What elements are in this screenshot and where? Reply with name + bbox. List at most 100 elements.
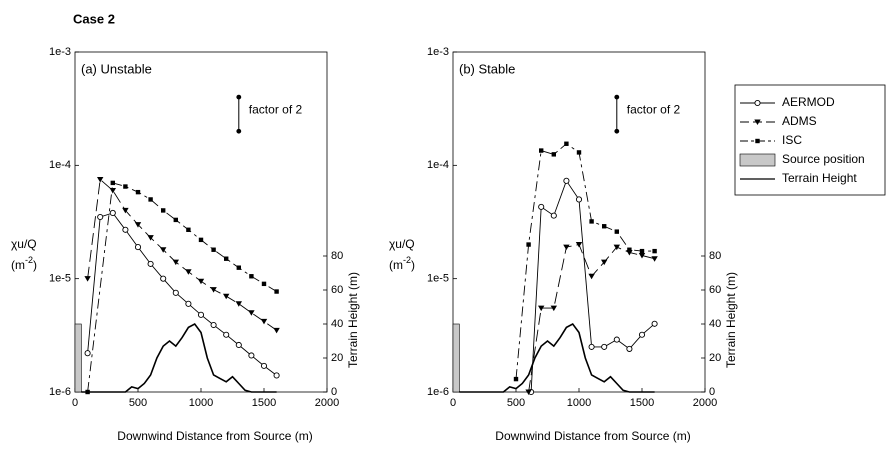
y2-tick-label: 20 bbox=[331, 352, 343, 364]
marker bbox=[210, 287, 217, 293]
marker bbox=[97, 213, 104, 221]
marker bbox=[575, 196, 583, 203]
marker bbox=[601, 259, 608, 266]
marker bbox=[109, 187, 116, 194]
y2-tick-label: 80 bbox=[331, 250, 343, 262]
y2-axis-label: Terrain Height (m) bbox=[346, 272, 360, 368]
marker bbox=[161, 208, 166, 213]
marker bbox=[260, 318, 268, 325]
annotation: factor of 2 bbox=[627, 102, 681, 116]
y-tick-label: 1e-3 bbox=[49, 46, 71, 58]
x-tick-label: 2000 bbox=[315, 397, 339, 409]
figure-title: Case 2 bbox=[73, 11, 115, 26]
marker bbox=[602, 224, 607, 229]
y2-tick-label: 20 bbox=[709, 352, 721, 364]
marker bbox=[638, 253, 646, 259]
marker bbox=[260, 362, 268, 369]
marker bbox=[97, 176, 104, 183]
y-axis-unit-exp: -2 bbox=[25, 255, 33, 265]
factor-dot bbox=[614, 94, 620, 100]
marker bbox=[564, 141, 569, 146]
marker bbox=[122, 226, 129, 233]
marker bbox=[185, 300, 192, 307]
marker bbox=[210, 321, 217, 329]
x-axis-label: Downwind Distance from Source (m) bbox=[117, 429, 312, 443]
y2-tick-label: 40 bbox=[331, 318, 343, 330]
source-bar bbox=[452, 323, 460, 393]
y-tick-label: 1e-5 bbox=[49, 273, 71, 285]
legend-label: AERMOD bbox=[782, 95, 835, 109]
y-axis-label: χu/Q bbox=[389, 237, 415, 251]
marker bbox=[261, 281, 267, 287]
marker bbox=[248, 310, 255, 316]
marker bbox=[588, 273, 595, 280]
marker bbox=[84, 276, 91, 282]
marker bbox=[575, 242, 583, 248]
y-axis-unit: (m-2) bbox=[389, 255, 415, 272]
marker bbox=[526, 242, 531, 247]
marker bbox=[147, 260, 154, 267]
marker bbox=[134, 244, 142, 251]
legend-swatch bbox=[739, 153, 776, 167]
marker bbox=[109, 209, 116, 217]
y-tick-label: 1e-5 bbox=[427, 273, 449, 285]
y-axis-unit-exp: -2 bbox=[403, 255, 411, 265]
marker bbox=[172, 259, 179, 266]
x-tick-label: 1500 bbox=[630, 397, 654, 409]
marker bbox=[211, 247, 216, 252]
marker bbox=[755, 138, 760, 144]
marker bbox=[754, 99, 761, 107]
marker bbox=[122, 207, 129, 214]
marker bbox=[223, 331, 230, 338]
marker bbox=[235, 341, 242, 349]
y-tick-label: 1e-6 bbox=[49, 386, 71, 398]
marker bbox=[147, 235, 154, 241]
x-tick-label: 500 bbox=[129, 397, 147, 409]
marker bbox=[236, 265, 241, 270]
marker bbox=[160, 247, 167, 253]
marker bbox=[551, 152, 556, 157]
marker bbox=[172, 289, 179, 296]
y-axis-unit-part: ) bbox=[411, 258, 415, 272]
legend-label: Terrain Height bbox=[782, 171, 857, 185]
x-axis-label: Downwind Distance from Source (m) bbox=[495, 429, 690, 443]
marker bbox=[538, 203, 545, 210]
marker bbox=[754, 119, 761, 125]
marker bbox=[651, 256, 658, 262]
marker bbox=[539, 148, 544, 153]
legend-label: ADMS bbox=[782, 114, 817, 128]
terrain-line bbox=[81, 322, 277, 393]
series-line bbox=[515, 143, 655, 380]
marker bbox=[613, 336, 620, 343]
annotation: factor of 2 bbox=[249, 102, 303, 116]
y2-tick-label: 40 bbox=[709, 318, 721, 330]
marker bbox=[626, 345, 633, 352]
marker bbox=[84, 350, 91, 357]
marker bbox=[563, 177, 570, 184]
y-axis-unit-part: (m bbox=[389, 258, 403, 272]
factor-dot bbox=[236, 128, 242, 134]
y2-axis-label: Terrain Height (m) bbox=[724, 272, 738, 368]
marker bbox=[576, 150, 582, 155]
y-axis-unit-part: ) bbox=[33, 258, 37, 272]
y-axis-unit-part: (m bbox=[11, 258, 25, 272]
marker bbox=[525, 389, 532, 395]
y2-tick-label: 0 bbox=[709, 386, 715, 398]
x-tick-label: 0 bbox=[450, 397, 456, 409]
marker bbox=[134, 222, 142, 228]
y-axis-label: χu/Q bbox=[11, 237, 37, 251]
marker bbox=[538, 305, 545, 312]
marker bbox=[550, 212, 557, 219]
marker bbox=[249, 274, 254, 279]
marker bbox=[638, 331, 646, 338]
marker bbox=[513, 376, 519, 382]
y2-tick-label: 60 bbox=[331, 284, 343, 296]
marker bbox=[248, 352, 255, 359]
marker bbox=[639, 248, 645, 254]
marker bbox=[273, 327, 280, 334]
x-tick-label: 1500 bbox=[252, 397, 276, 409]
marker bbox=[160, 275, 167, 282]
marker bbox=[563, 244, 570, 251]
marker bbox=[197, 278, 205, 285]
